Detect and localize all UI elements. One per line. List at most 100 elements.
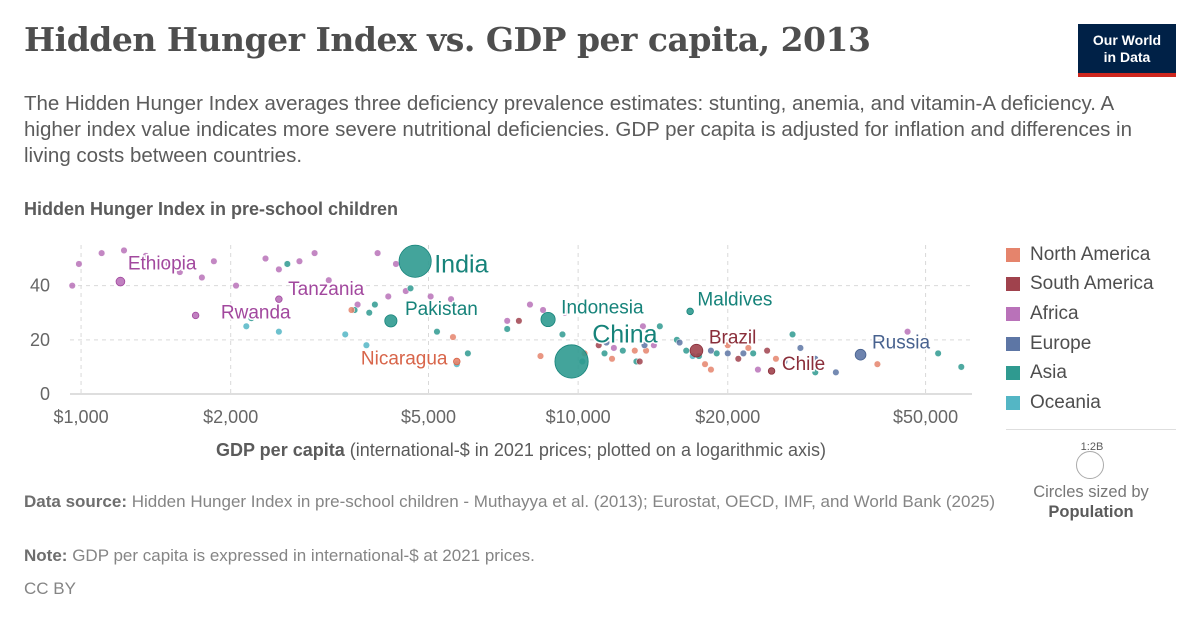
data-point[interactable]: [811, 368, 819, 376]
data-point[interactable]: [449, 333, 457, 341]
data-point[interactable]: [656, 322, 664, 330]
data-point-tanzania[interactable]: [275, 295, 283, 303]
data-point[interactable]: [904, 328, 912, 336]
data-point[interactable]: [295, 257, 303, 265]
data-point[interactable]: [561, 309, 569, 317]
data-point[interactable]: [347, 306, 356, 314]
data-point[interactable]: [362, 341, 370, 349]
data-point-ethiopia[interactable]: [115, 276, 126, 287]
data-point[interactable]: [744, 344, 752, 352]
data-point-maldives[interactable]: [686, 307, 694, 316]
data-point-chile[interactable]: [767, 367, 776, 375]
data-point[interactable]: [772, 355, 780, 363]
data-point[interactable]: [600, 349, 609, 357]
data-point[interactable]: [371, 301, 379, 309]
data-point-china[interactable]: [554, 344, 589, 379]
data-point[interactable]: [275, 265, 283, 273]
data-point[interactable]: [536, 352, 545, 360]
data-point[interactable]: [558, 330, 567, 338]
data-point[interactable]: [724, 341, 732, 349]
data-point-brazil[interactable]: [689, 343, 704, 358]
data-point[interactable]: [682, 347, 690, 355]
data-point[interactable]: [232, 282, 240, 290]
data-point-russia[interactable]: [854, 348, 867, 361]
data-point[interactable]: [595, 341, 603, 349]
data-point[interactable]: [406, 284, 415, 292]
logo-line-2: in Data: [1103, 49, 1151, 65]
data-point[interactable]: [120, 246, 128, 254]
legend-item-south-america[interactable]: South America: [1006, 270, 1154, 300]
data-point[interactable]: [354, 301, 362, 309]
data-point[interactable]: [176, 268, 184, 276]
owid-logo[interactable]: Our World in Data: [1078, 24, 1176, 77]
data-point[interactable]: [374, 249, 382, 257]
data-point[interactable]: [631, 347, 639, 355]
data-point[interactable]: [515, 317, 523, 325]
data-point-nicaragua[interactable]: [453, 357, 461, 366]
data-point[interactable]: [811, 355, 819, 363]
data-point[interactable]: [210, 257, 218, 265]
legend-item-asia[interactable]: Asia: [1006, 358, 1154, 388]
data-point[interactable]: [749, 349, 757, 357]
data-point[interactable]: [734, 355, 742, 363]
data-point[interactable]: [142, 252, 150, 260]
data-point[interactable]: [713, 349, 721, 357]
data-point[interactable]: [68, 282, 76, 290]
data-point[interactable]: [934, 349, 942, 357]
data-point[interactable]: [325, 276, 333, 284]
data-point-india[interactable]: [398, 244, 432, 278]
data-point[interactable]: [650, 341, 658, 349]
data-point[interactable]: [636, 357, 644, 366]
data-point[interactable]: [739, 349, 747, 357]
data-point[interactable]: [427, 292, 435, 301]
data-point[interactable]: [619, 347, 627, 355]
data-point[interactable]: [275, 328, 283, 336]
data-point[interactable]: [261, 254, 270, 263]
data-point[interactable]: [832, 368, 840, 376]
data-point[interactable]: [676, 338, 684, 347]
data-point[interactable]: [640, 341, 649, 349]
data-point[interactable]: [75, 260, 83, 268]
data-point[interactable]: [957, 363, 965, 371]
data-point[interactable]: [526, 301, 534, 309]
data-point[interactable]: [311, 249, 319, 257]
data-point[interactable]: [610, 344, 618, 352]
data-point[interactable]: [503, 325, 511, 333]
data-point[interactable]: [447, 295, 455, 303]
data-point[interactable]: [754, 366, 762, 374]
data-point[interactable]: [464, 349, 472, 357]
data-point[interactable]: [796, 344, 804, 352]
data-point[interactable]: [198, 273, 206, 282]
data-point[interactable]: [165, 260, 173, 268]
data-point[interactable]: [341, 330, 349, 338]
data-point[interactable]: [539, 306, 547, 314]
data-point[interactable]: [392, 260, 400, 268]
data-point[interactable]: [242, 322, 250, 330]
data-point[interactable]: [763, 347, 771, 355]
data-point[interactable]: [98, 249, 106, 257]
data-point[interactable]: [608, 355, 616, 363]
data-point[interactable]: [724, 349, 732, 357]
data-point[interactable]: [153, 263, 161, 271]
legend-item-africa[interactable]: Africa: [1006, 299, 1154, 329]
data-point-rwanda[interactable]: [191, 311, 200, 320]
data-point-pakistan[interactable]: [384, 314, 398, 328]
data-point[interactable]: [780, 357, 788, 366]
data-point[interactable]: [384, 292, 392, 301]
data-point[interactable]: [707, 366, 715, 374]
data-point[interactable]: [283, 260, 291, 268]
data-point[interactable]: [365, 309, 373, 317]
legend-item-north-america[interactable]: North America: [1006, 240, 1154, 270]
data-point[interactable]: [639, 322, 647, 330]
data-point-indonesia[interactable]: [540, 311, 556, 328]
data-point[interactable]: [873, 360, 881, 368]
data-point[interactable]: [602, 338, 610, 347]
data-point[interactable]: [247, 314, 255, 322]
legend-item-oceania[interactable]: Oceania: [1006, 388, 1154, 418]
data-point[interactable]: [788, 330, 797, 338]
data-point[interactable]: [503, 317, 511, 325]
data-point[interactable]: [707, 347, 715, 355]
data-point[interactable]: [701, 360, 709, 368]
legend-item-europe[interactable]: Europe: [1006, 329, 1154, 359]
data-point[interactable]: [433, 328, 441, 336]
